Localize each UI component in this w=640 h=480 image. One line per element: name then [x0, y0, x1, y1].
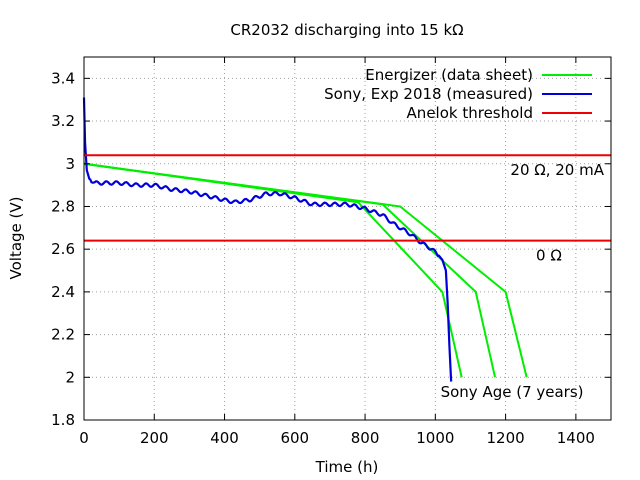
- series-line-3: [82, 97, 453, 382]
- legend-label: Anelok threshold: [407, 104, 533, 122]
- x-tick-label: 800: [351, 429, 380, 447]
- annotation-label: 0 Ω: [536, 247, 562, 265]
- legend-label: Sony, Exp 2018 (measured): [324, 85, 533, 103]
- grid: [84, 57, 611, 420]
- y-tick-label: 2.6: [51, 240, 75, 258]
- y-tick-label: 3.4: [51, 69, 75, 87]
- legend-label: Energizer (data sheet): [365, 66, 533, 84]
- y-axis-label: Voltage (V): [7, 197, 25, 280]
- series-line-1: [83, 162, 497, 378]
- annotation-label: Sony Age (7 years): [441, 383, 584, 401]
- series-line-2: [83, 162, 528, 378]
- chart-title: CR2032 discharging into 15 kΩ: [230, 21, 463, 39]
- x-axis-label: Time (h): [315, 458, 379, 476]
- y-tick-label: 2: [65, 368, 75, 386]
- annotations: 20 Ω, 20 mA 0 Ω Sony Age (7 years): [441, 161, 605, 401]
- series-layer: [82, 97, 611, 382]
- annotation-label: 20 Ω, 20 mA: [510, 161, 604, 179]
- x-tick-label: 1000: [416, 429, 454, 447]
- plot-frame: [83, 56, 612, 421]
- y-tick-label: 3.2: [51, 112, 75, 130]
- series-line-0: [83, 162, 463, 378]
- x-tick-label: 400: [210, 429, 239, 447]
- x-tick-label: 0: [79, 429, 89, 447]
- y-tick-label: 2.8: [51, 197, 75, 215]
- y-tick-label: 2.4: [51, 283, 75, 301]
- ticks: 0 200 400 600 800 1000 1200 1400 1.8 2 2.2 2.4 2.6 2.…: [51, 57, 611, 447]
- legend: Energizer (data sheet)Sony, Exp 2018 (me…: [324, 66, 592, 122]
- x-tick-label: 600: [280, 429, 309, 447]
- x-tick-label: 200: [140, 429, 169, 447]
- y-tick-label: 3: [65, 155, 75, 173]
- y-tick-label: 2.2: [51, 326, 75, 344]
- y-tick-label: 1.8: [51, 411, 75, 429]
- x-tick-label: 1400: [557, 429, 595, 447]
- x-tick-label: 1200: [487, 429, 525, 447]
